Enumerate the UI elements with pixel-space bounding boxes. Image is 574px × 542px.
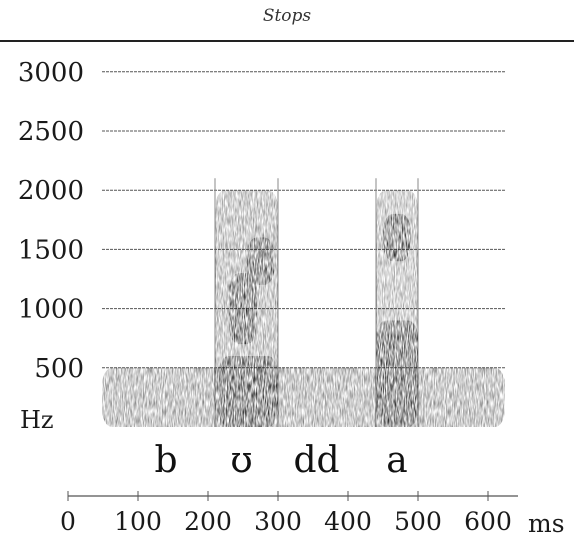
y-unit-label: Hz	[20, 406, 54, 434]
y-tick-labels: 500 1000 1500 2000 2500 3000 Hz	[18, 58, 84, 434]
x-tick-label: 600	[464, 507, 512, 536]
y-tick-label: 500	[34, 354, 84, 384]
energy-region	[376, 320, 418, 427]
segment-label: a	[386, 440, 407, 481]
segment-labels: b ʊ dd a	[154, 440, 407, 481]
x-tick-label: 300	[254, 507, 302, 536]
x-axis: 0 100 200 300 400 500 600 ms	[60, 491, 565, 538]
x-tick-label: 200	[184, 507, 232, 536]
y-tick-label: 2000	[18, 176, 84, 206]
x-tick-label: 100	[114, 507, 162, 536]
segment-label: dd	[293, 440, 339, 481]
x-tick-label: 0	[60, 507, 76, 536]
energy-marks	[102, 190, 505, 427]
x-tick-label: 500	[394, 507, 442, 536]
energy-region	[102, 367, 505, 427]
y-tick-label: 1000	[18, 295, 84, 325]
energy-region	[229, 273, 257, 345]
energy-region	[246, 237, 275, 285]
y-tick-label: 2500	[18, 117, 84, 147]
running-head: Stops	[262, 6, 312, 26]
x-unit-label: ms	[528, 509, 565, 538]
y-tick-label: 1500	[18, 235, 84, 265]
x-tick-label: 400	[324, 507, 372, 536]
segment-label: ʊ	[230, 440, 252, 481]
energy-region	[383, 213, 411, 262]
energy-region	[218, 355, 278, 427]
segment-label: b	[154, 440, 177, 481]
header-rule	[0, 40, 574, 42]
y-tick-label: 3000	[18, 58, 84, 88]
